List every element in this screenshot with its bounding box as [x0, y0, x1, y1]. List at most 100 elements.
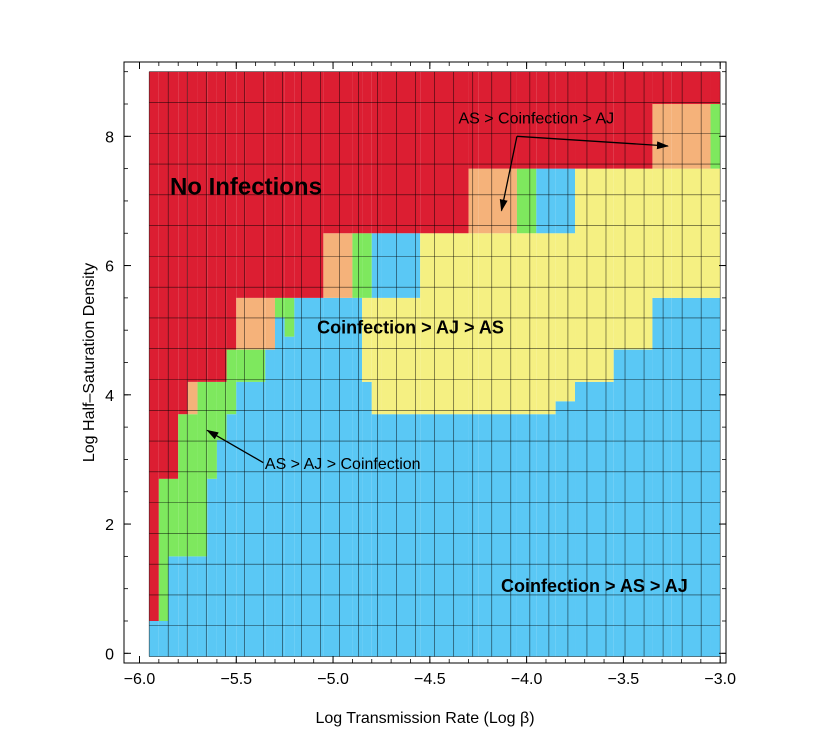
cell-no-infections [575, 71, 614, 169]
cell-coinfection-as-aj [265, 349, 275, 657]
y-tick-label: 0 [105, 646, 114, 663]
cell-as-coinfection-aj [187, 381, 198, 415]
x-axis-label: Log Transmission Rate (Log β) [315, 710, 534, 727]
cell-no-infections [226, 71, 237, 350]
cell-no-infections [168, 71, 179, 479]
x-tick-label: −5.5 [220, 671, 252, 688]
cell-coinfection-aj-as [555, 233, 576, 402]
cell-coinfection-as-aj [536, 414, 556, 657]
y-tick-label: 4 [105, 388, 114, 405]
cell-coinfection-as-aj [536, 168, 556, 234]
cell-no-infections [555, 71, 576, 169]
cell-coinfection-aj-as [710, 168, 721, 298]
annotation-no-infections: No Infections [170, 173, 322, 200]
cell-coinfection-as-aj [381, 233, 421, 298]
cell-coinfection-as-aj [371, 233, 382, 298]
cell-coinfection-as-aj [352, 297, 363, 657]
cell-coinfection-as-aj [420, 414, 469, 657]
cell-no-infections [362, 71, 372, 234]
cell-no-infections [216, 71, 227, 382]
cell-no-infections [178, 71, 188, 415]
cell-no-infections [420, 71, 469, 234]
cell-no-infections [149, 71, 159, 621]
cell-as-aj-coinfection [710, 104, 721, 169]
cell-coinfection-as-aj [652, 297, 672, 657]
annotation-as-aj-coinfection: AS > AJ > Coinfection [265, 456, 421, 473]
cell-as-aj-coinfection [284, 297, 295, 337]
x-tick-label: −4.5 [414, 671, 446, 688]
cell-as-aj-coinfection [236, 349, 246, 382]
annotation-arrow [516, 135, 669, 150]
cell-as-aj-coinfection [216, 381, 227, 441]
cell-coinfection-as-aj [178, 556, 188, 657]
cell-coinfection-as-aj [226, 414, 237, 657]
cell-no-infections [710, 71, 721, 105]
cell-coinfection-as-aj [468, 414, 479, 657]
cell-coinfection-as-aj [555, 401, 576, 657]
cell-coinfection-aj-as [478, 233, 517, 415]
y-axis-label: Log Half–Saturation Density [81, 263, 98, 462]
cell-no-infections [236, 71, 246, 298]
cell-no-infections [245, 71, 266, 298]
cell-as-coinfection-aj [671, 104, 711, 169]
cell-no-infections [274, 71, 285, 298]
cell-coinfection-as-aj [362, 381, 372, 657]
annotation-arrow [206, 429, 264, 464]
cell-as-coinfection-aj [468, 168, 479, 234]
cell-coinfection-as-aj [323, 297, 353, 657]
cell-coinfection-as-aj [478, 414, 517, 657]
cell-coinfection-as-aj [216, 440, 227, 657]
cell-coinfection-as-aj [245, 381, 266, 657]
cell-as-aj-coinfection [197, 381, 208, 557]
x-tick-label: −5.0 [317, 671, 349, 688]
cell-as-aj-coinfection [226, 349, 237, 415]
cell-coinfection-as-aj [149, 620, 159, 657]
cell-as-coinfection-aj [478, 168, 517, 234]
cell-as-coinfection-aj [652, 104, 672, 169]
cell-as-aj-coinfection [245, 349, 266, 382]
cell-coinfection-as-aj [197, 556, 208, 657]
cell-coinfection-as-aj [671, 297, 711, 657]
cell-as-aj-coinfection [168, 478, 179, 557]
cell-coinfection-aj-as [613, 168, 653, 350]
cell-as-aj-coinfection [187, 414, 198, 557]
cell-no-infections [613, 71, 653, 169]
cell-coinfection-aj-as [371, 297, 382, 415]
cell-coinfection-as-aj [555, 168, 576, 234]
cell-no-infections [352, 71, 363, 234]
cell-coinfection-as-aj [187, 556, 198, 657]
cell-no-infections [478, 71, 517, 169]
cell-no-infections [381, 71, 421, 234]
x-tick-label: −6.0 [124, 671, 156, 688]
cell-coinfection-as-aj [207, 478, 217, 657]
cell-coinfection-as-aj [381, 414, 421, 657]
cell-no-infections [294, 71, 324, 298]
cell-as-aj-coinfection [352, 233, 363, 298]
cell-no-infections [284, 71, 295, 298]
cell-coinfection-as-aj [710, 297, 721, 657]
cell-coinfection-aj-as [420, 233, 469, 415]
cell-coinfection-aj-as [536, 233, 556, 415]
cell-no-infections [197, 71, 208, 382]
cell-coinfection-as-aj [168, 556, 179, 657]
x-tick-label: −3.5 [608, 671, 640, 688]
cell-coinfection-as-aj [575, 381, 614, 657]
cell-as-coinfection-aj [265, 297, 275, 350]
cell-no-infections [516, 71, 537, 169]
cell-no-infections [207, 71, 217, 382]
cell-as-aj-coinfection [362, 233, 372, 298]
cell-coinfection-aj-as [381, 297, 421, 415]
cell-coinfection-aj-as [516, 233, 537, 415]
y-tick-label: 8 [105, 129, 114, 146]
cell-as-coinfection-aj [323, 233, 353, 298]
y-tick-label: 6 [105, 259, 114, 276]
cell-coinfection-as-aj [294, 297, 324, 657]
cell-no-infections [265, 71, 275, 298]
cell-as-aj-coinfection [178, 414, 188, 557]
x-tick-label: −3.0 [704, 671, 736, 688]
cell-no-infections [187, 71, 198, 382]
cell-coinfection-as-aj [613, 349, 653, 657]
cell-coinfection-aj-as [671, 168, 711, 298]
x-tick-label: −4.0 [511, 671, 543, 688]
